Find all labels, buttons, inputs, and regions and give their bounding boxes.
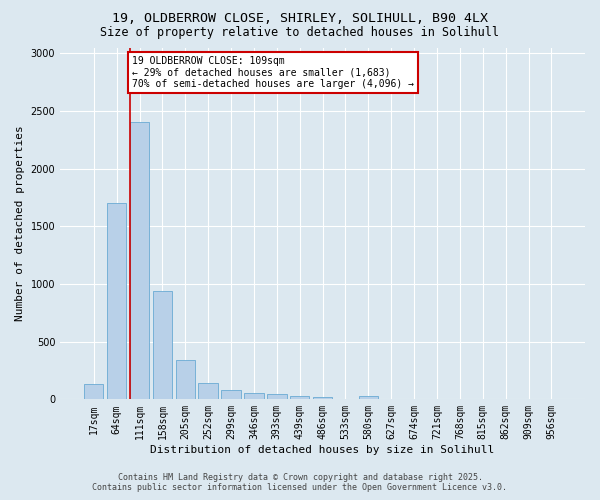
Bar	[107, 203, 127, 400]
Bar	[176, 360, 195, 400]
Bar	[267, 394, 287, 400]
Bar	[130, 122, 149, 400]
Text: Contains HM Land Registry data © Crown copyright and database right 2025.
Contai: Contains HM Land Registry data © Crown c…	[92, 473, 508, 492]
X-axis label: Distribution of detached houses by size in Solihull: Distribution of detached houses by size …	[151, 445, 495, 455]
Bar	[84, 384, 103, 400]
Bar	[244, 393, 263, 400]
Bar	[359, 396, 378, 400]
Bar	[221, 390, 241, 400]
Bar	[152, 291, 172, 400]
Bar	[199, 382, 218, 400]
Bar	[336, 399, 355, 400]
Text: 19, OLDBERROW CLOSE, SHIRLEY, SOLIHULL, B90 4LX: 19, OLDBERROW CLOSE, SHIRLEY, SOLIHULL, …	[112, 12, 488, 26]
Bar	[313, 397, 332, 400]
Text: Size of property relative to detached houses in Solihull: Size of property relative to detached ho…	[101, 26, 499, 39]
Bar	[290, 396, 310, 400]
Y-axis label: Number of detached properties: Number of detached properties	[15, 126, 25, 322]
Text: 19 OLDBERROW CLOSE: 109sqm
← 29% of detached houses are smaller (1,683)
70% of s: 19 OLDBERROW CLOSE: 109sqm ← 29% of deta…	[132, 56, 414, 89]
